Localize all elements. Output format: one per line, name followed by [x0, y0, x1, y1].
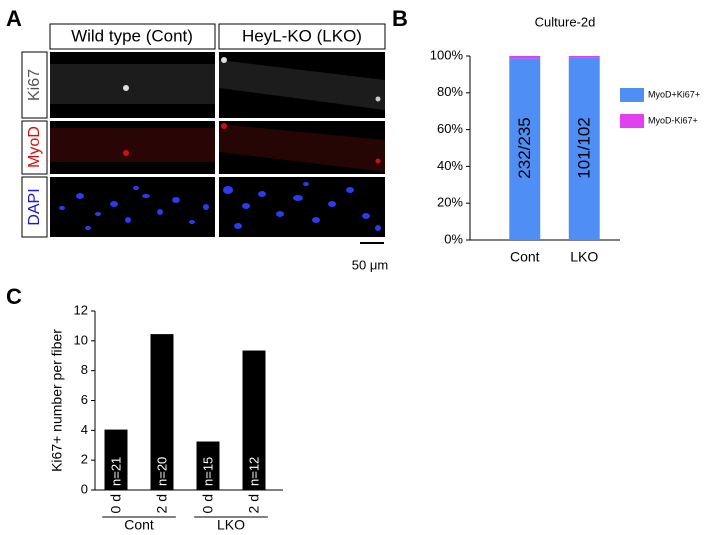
y-axis-label: Ki67+ number per fiber [49, 329, 65, 472]
fiber [219, 60, 385, 110]
legend-label: MyoD-Ki67+ [648, 115, 698, 125]
category-label: 0 d [108, 494, 124, 513]
legend-label: MyoD+Ki67+ [648, 89, 700, 99]
bar-segment [568, 56, 600, 58]
legend-swatch [620, 114, 644, 128]
y-tick-label: 6 [81, 392, 88, 407]
bar-annotation: n=15 [200, 457, 215, 486]
column-header-box [49, 23, 216, 50]
y-tick-label: 0% [444, 231, 463, 246]
y-tick-label: 20% [437, 195, 463, 210]
fiber [50, 64, 215, 104]
panel-label: B [392, 6, 408, 31]
column-header: Wild type (Cont) [71, 26, 193, 45]
row-label-box [21, 120, 48, 175]
y-tick-label: 60% [437, 121, 463, 136]
fiber [50, 128, 215, 162]
bar-annotation: n=21 [108, 457, 123, 486]
nucleus [221, 123, 227, 129]
nucleus [123, 85, 129, 91]
category-label: 2 d [154, 494, 170, 513]
category-label: 2 d [246, 494, 262, 513]
panel-label: A [6, 6, 22, 31]
y-tick-label: 0 [81, 481, 88, 496]
y-tick-label: 40% [437, 158, 463, 173]
y-tick-label: 100% [430, 47, 464, 62]
y-tick-label: 80% [437, 84, 463, 99]
nuclei [59, 186, 209, 230]
bar-segment [509, 56, 541, 59]
panel-label: C [6, 284, 22, 309]
panel-a: Wild type (Cont) HeyL-KO (LKO) Ki67 MyoD… [21, 23, 388, 272]
column-header-box [218, 23, 386, 50]
row-label: DAPI [26, 188, 43, 225]
legend-swatch [620, 88, 644, 102]
category-label: Cont [510, 249, 540, 265]
bar [196, 441, 220, 490]
category-label: 0 d [200, 494, 216, 513]
bar-annotation: 101/102 [575, 117, 594, 178]
bar [242, 350, 266, 490]
bar-segment [509, 58, 541, 240]
bar-annotation: 232/235 [515, 117, 534, 178]
nucleus [375, 96, 381, 102]
nuclei [223, 182, 381, 231]
nucleus [123, 150, 129, 156]
column-header: HeyL-KO (LKO) [242, 26, 362, 45]
row-label-box [21, 176, 48, 238]
row-label-box [21, 51, 48, 119]
bar-annotation: n=12 [246, 457, 261, 486]
bar-annotation: n=20 [154, 457, 169, 486]
y-tick-label: 8 [81, 362, 88, 377]
y-tick-label: 4 [81, 422, 88, 437]
chart-title: Culture-2d [535, 14, 596, 29]
y-tick-label: 12 [74, 302, 88, 317]
y-tick-label: 2 [81, 452, 88, 467]
bar [150, 334, 174, 490]
row-label: MyoD [26, 126, 43, 168]
micrograph [50, 177, 215, 237]
bar [104, 429, 128, 490]
nucleus [221, 57, 227, 63]
nucleus [375, 158, 381, 164]
y-tick-label: 10 [74, 332, 88, 347]
category-label: LKO [570, 249, 598, 265]
group-label: Cont [124, 517, 154, 533]
scale-bar-label: 50 μm [352, 257, 388, 272]
bar-segment [568, 57, 600, 241]
row-label: Ki67 [26, 69, 43, 101]
group-label: LKO [217, 517, 245, 533]
fiber [219, 124, 385, 172]
